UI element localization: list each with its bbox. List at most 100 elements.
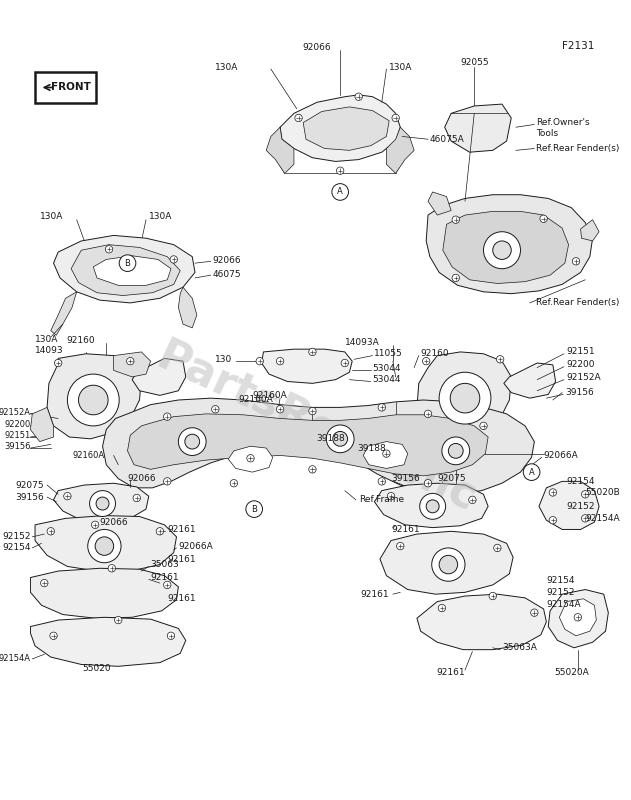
FancyBboxPatch shape	[35, 72, 96, 103]
Text: 92154A: 92154A	[546, 600, 581, 609]
Circle shape	[256, 358, 263, 365]
Text: 92161: 92161	[360, 590, 389, 598]
Circle shape	[582, 490, 589, 498]
Circle shape	[397, 542, 404, 550]
Circle shape	[95, 537, 114, 555]
Circle shape	[378, 404, 386, 411]
Circle shape	[426, 500, 439, 513]
Text: 35063: 35063	[151, 560, 179, 569]
Text: 92154: 92154	[546, 576, 575, 585]
Polygon shape	[30, 568, 179, 618]
Circle shape	[439, 555, 457, 574]
Polygon shape	[380, 531, 513, 594]
Text: 92160: 92160	[66, 336, 95, 346]
Text: 130A: 130A	[215, 62, 239, 72]
Circle shape	[523, 464, 540, 481]
Text: 92161: 92161	[167, 525, 196, 534]
Text: 92152A: 92152A	[567, 374, 601, 382]
Text: B: B	[251, 505, 257, 514]
Circle shape	[574, 614, 582, 621]
Text: 53044: 53044	[372, 375, 401, 384]
Polygon shape	[443, 211, 569, 283]
Text: 130A: 130A	[35, 335, 59, 344]
Text: 92152: 92152	[546, 588, 575, 597]
Polygon shape	[30, 407, 54, 442]
Polygon shape	[266, 127, 294, 174]
Text: 14093A: 14093A	[345, 338, 380, 347]
Text: 92154: 92154	[2, 543, 30, 553]
Polygon shape	[228, 446, 273, 472]
Polygon shape	[374, 483, 488, 528]
Polygon shape	[539, 482, 599, 530]
Circle shape	[493, 544, 501, 552]
Circle shape	[309, 407, 316, 414]
Circle shape	[332, 184, 348, 200]
Circle shape	[90, 490, 115, 517]
Circle shape	[105, 246, 113, 253]
Circle shape	[247, 454, 254, 462]
Polygon shape	[132, 358, 186, 395]
Text: 92154A: 92154A	[0, 654, 30, 663]
Circle shape	[326, 425, 354, 453]
Text: 92200: 92200	[567, 360, 595, 370]
Text: Ref.Rear Fender(s): Ref.Rear Fender(s)	[536, 144, 620, 153]
Text: 92066: 92066	[303, 43, 331, 52]
Polygon shape	[304, 107, 389, 150]
Text: 39156: 39156	[16, 493, 44, 502]
Text: A: A	[529, 468, 534, 477]
Polygon shape	[445, 104, 511, 152]
Circle shape	[88, 530, 121, 562]
Text: 92152A: 92152A	[0, 407, 30, 417]
Circle shape	[420, 494, 445, 519]
Polygon shape	[30, 618, 186, 666]
Text: 92152: 92152	[567, 502, 595, 511]
Text: 92154A: 92154A	[585, 514, 620, 523]
Text: 35063A: 35063A	[502, 643, 537, 652]
Text: 92161: 92161	[167, 554, 196, 563]
Circle shape	[497, 356, 504, 363]
Polygon shape	[54, 235, 195, 303]
Text: 92066A: 92066A	[544, 451, 579, 460]
Text: 92200: 92200	[4, 419, 30, 429]
Text: 55020: 55020	[83, 664, 111, 673]
Polygon shape	[127, 414, 488, 476]
Text: 92154: 92154	[567, 477, 595, 486]
Text: 130A: 130A	[389, 62, 413, 72]
Circle shape	[341, 359, 348, 366]
Text: 92161: 92161	[437, 668, 466, 678]
Circle shape	[133, 494, 141, 502]
Polygon shape	[179, 287, 197, 328]
Text: 92160A: 92160A	[252, 391, 287, 400]
Polygon shape	[280, 95, 400, 162]
Circle shape	[387, 493, 395, 500]
Circle shape	[127, 358, 134, 365]
Text: FRONT: FRONT	[51, 82, 91, 93]
Text: 92075: 92075	[16, 481, 44, 490]
Circle shape	[549, 517, 557, 524]
Text: 92160A: 92160A	[73, 451, 104, 460]
Polygon shape	[504, 363, 556, 398]
Circle shape	[156, 528, 163, 535]
Text: F2131: F2131	[562, 42, 594, 51]
Text: 92066: 92066	[127, 474, 156, 483]
Polygon shape	[559, 599, 596, 636]
Circle shape	[489, 592, 497, 600]
Polygon shape	[50, 292, 76, 335]
Circle shape	[540, 215, 547, 222]
Circle shape	[469, 496, 476, 503]
Circle shape	[549, 489, 557, 496]
Text: 46075: 46075	[213, 270, 241, 278]
Circle shape	[295, 114, 302, 122]
Circle shape	[336, 167, 344, 174]
Polygon shape	[363, 442, 408, 469]
Circle shape	[108, 565, 115, 572]
Text: B: B	[124, 258, 131, 268]
Text: 46075A: 46075A	[430, 134, 464, 144]
Circle shape	[163, 478, 171, 485]
Text: 39156: 39156	[391, 474, 420, 483]
Circle shape	[582, 514, 589, 522]
Text: Ref.Frame: Ref.Frame	[358, 495, 404, 504]
Circle shape	[40, 579, 48, 586]
Text: 92066: 92066	[213, 256, 241, 265]
Text: 92066A: 92066A	[179, 542, 213, 550]
